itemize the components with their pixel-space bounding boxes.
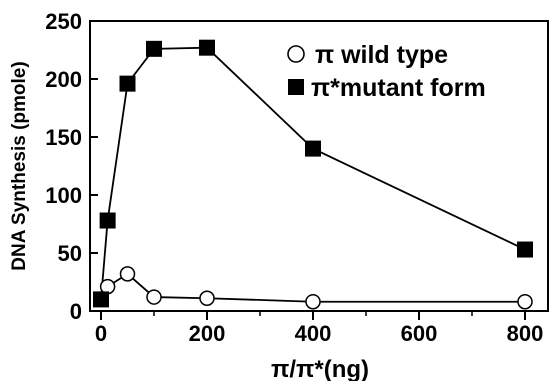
- data-point-mutant-2: [119, 75, 136, 92]
- series-markers: [93, 39, 533, 310]
- data-point-mutant-6: [517, 241, 533, 258]
- axis-ticks: 0 50 100 150 200 250 0 200 400 600 800: [45, 9, 543, 346]
- x-tick-label-200: 200: [189, 321, 226, 346]
- data-point-mutant-4: [199, 39, 215, 56]
- data-point-wild-type-3: [146, 289, 162, 305]
- data-point-wild-type-6: [517, 293, 533, 310]
- plot-frame: [89, 20, 549, 312]
- x-tick-label-0: 0: [95, 321, 107, 346]
- legend-marker-mutant-form: [288, 79, 304, 95]
- data-point-mutant-0: [93, 291, 109, 308]
- data-point-mutant-3: [146, 40, 162, 57]
- y-axis-title: DNA Synthesis (pmole): [9, 61, 30, 270]
- x-axis-title: π/π*(ng): [271, 356, 369, 381]
- x-tick-label-600: 600: [401, 321, 438, 346]
- data-point-wild-type-2: [119, 266, 136, 282]
- y-tick-label-200: 200: [45, 67, 82, 92]
- data-point-wild-type-4: [199, 290, 215, 306]
- x-tick-label-400: 400: [295, 321, 332, 346]
- data-point-wild-type-5: [305, 293, 321, 310]
- y-tick-label-50: 50: [58, 241, 82, 266]
- data-point-mutant-5: [305, 140, 321, 157]
- y-tick-label-0: 0: [70, 299, 82, 324]
- legend-label-mutant-form: π*mutant form: [311, 74, 486, 102]
- legend: π wild type π*mutant form: [287, 41, 486, 102]
- legend-label-wild-type: π wild type: [315, 41, 448, 69]
- y-tick-label-100: 100: [45, 183, 82, 208]
- legend-marker-wild-type: [287, 45, 305, 63]
- y-tick-label-150: 150: [45, 125, 82, 150]
- x-tick-label-800: 800: [507, 321, 544, 346]
- data-point-mutant-1: [99, 212, 116, 229]
- y-tick-label-250: 250: [45, 9, 82, 34]
